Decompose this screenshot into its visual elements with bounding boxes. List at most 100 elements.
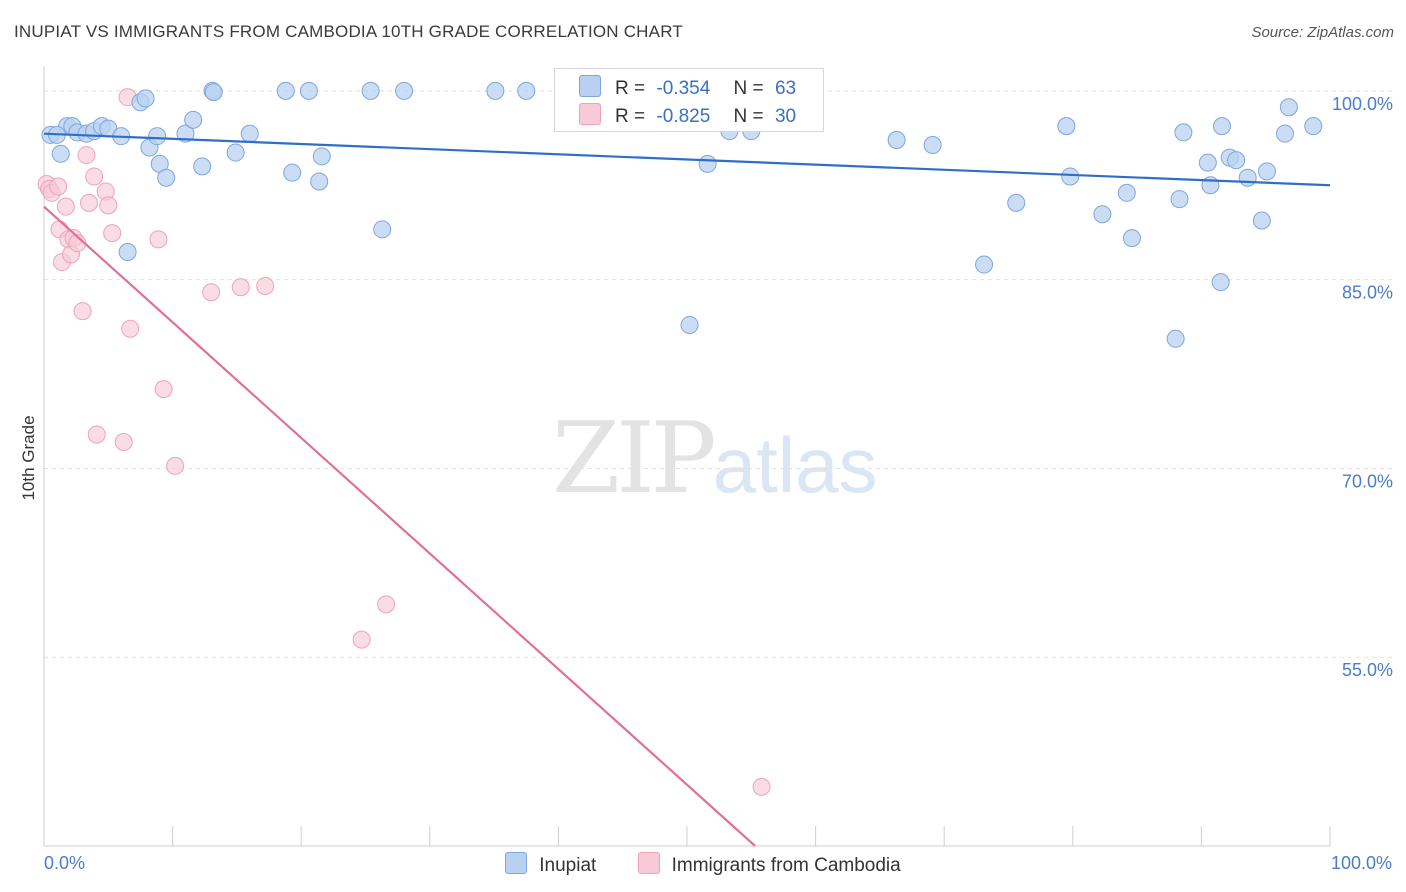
inupiat-point [1007,193,1026,212]
x-tick-label: 0.0% [44,853,85,873]
inupiat-point [1211,273,1230,292]
legend-r-value: -0.825 [656,106,711,127]
inupiat-point [226,143,245,162]
chart-title: INUPIAT VS IMMIGRANTS FROM CAMBODIA 10TH… [14,22,683,41]
legend-inupiat-label: Inupiat [539,855,597,876]
inupiat-point [136,89,155,108]
y-tick-label: 70.0% [1342,471,1393,491]
inupiat-point [240,124,259,143]
inupiat-point [310,172,329,191]
y-axis-label: 10th Grade [19,415,38,500]
inupiat-points [41,81,1323,348]
inupiat-point [148,127,167,146]
inupiat-point [373,220,392,239]
inupiat-point [283,163,302,182]
inupiat-point [176,124,195,143]
watermark: ZIPatlas [552,402,878,516]
inupiat-swatch [579,75,601,97]
cambodia-point [154,380,173,399]
cambodia-point [56,197,75,216]
cambodia-legend-swatch [637,852,660,874]
inupiat-point [184,110,203,129]
inupiat-point [51,144,70,163]
legend-r-label: R = [615,106,646,127]
inupiat-point [299,81,318,100]
cambodia-point [166,456,185,475]
inupiat-legend-swatch [505,852,528,874]
legend-cambodia-label: Immigrants from Cambodia [671,855,901,876]
y-tick-label: 55.0% [1342,660,1393,680]
watermark-atlas: atlas [712,421,878,509]
inupiat-point [923,135,942,154]
cambodia-point [377,595,396,614]
cambodia-point [49,177,68,196]
inupiat-point [1279,98,1298,117]
legend-n-label: N = [733,106,764,127]
inupiat-point [1170,190,1189,209]
cambodia-point [80,193,99,212]
inupiat-point [361,81,380,100]
legend-n-label: N = [733,78,764,99]
cambodia-point [121,319,140,338]
inupiat-point [1061,167,1080,186]
inupiat-point [887,130,906,149]
cambodia-point [73,302,92,321]
legend-item-inupiat: Inupiat [505,852,596,877]
legend-r-label: R = [615,78,646,99]
cambodia-point [77,146,96,165]
cambodia-point [87,425,106,444]
inupiat-point [517,81,536,100]
cambodia-point [85,167,104,186]
inupiat-point [157,168,176,187]
legend-row-cambodia: R = -0.825 N = 30 [579,103,796,128]
cambodia-points [37,88,771,796]
inupiat-point [1198,153,1217,172]
legend-r-value: -0.354 [656,78,711,99]
cambodia-point [103,224,122,243]
inupiat-point [1166,329,1185,348]
inupiat-point [1238,168,1257,187]
legend-row-inupiat: R = -0.354 N = 63 [579,75,796,100]
x-tick-label: 100.0% [1331,853,1392,873]
inupiat-point [193,157,212,176]
legend-n-value: 30 [774,106,797,127]
inupiat-point [975,255,994,274]
inupiat-point [680,315,699,334]
axes [43,66,1331,847]
cambodia-point [202,283,221,302]
inupiat-point [1057,117,1076,136]
cambodia-point [352,630,371,649]
inupiat-point [276,81,295,100]
cambodia-swatch [579,103,601,125]
inupiat-point [118,242,137,261]
source-label: Source: ZipAtlas.com [1251,24,1394,41]
y-tick-label: 100.0% [1332,94,1393,114]
cambodia-trend-line [43,205,756,847]
y-tick-label: 85.0% [1342,283,1393,303]
inupiat-trend-line [43,132,1331,187]
legend-item-cambodia: Immigrants from Cambodia [637,852,901,877]
inupiat-point [486,81,505,100]
cambodia-point [752,777,771,796]
trend-lines [43,132,1331,847]
cambodia-point [99,196,118,215]
cambodia-point [256,276,275,295]
inupiat-point [1304,117,1323,136]
inupiat-point [1252,211,1271,230]
tick-labels: 100.0% 85.0% 70.0% 55.0% 0.0% 100.0% [44,94,1393,873]
inupiat-point [698,154,717,173]
watermark-zip: ZIP [552,402,717,516]
inupiat-point [1093,205,1112,224]
inupiat-point [395,81,414,100]
inupiat-point [1117,183,1136,202]
inupiat-point [312,147,331,166]
cambodia-point [231,278,250,297]
legend-n-value: 63 [774,78,797,99]
inupiat-point [1174,123,1193,142]
cambodia-point [149,230,168,249]
inupiat-point [204,83,223,102]
correlation-legend: R = -0.354 N = 63 R = -0.825 N = 30 [554,68,824,132]
cambodia-point [114,433,133,452]
grid-lines [44,90,1392,658]
